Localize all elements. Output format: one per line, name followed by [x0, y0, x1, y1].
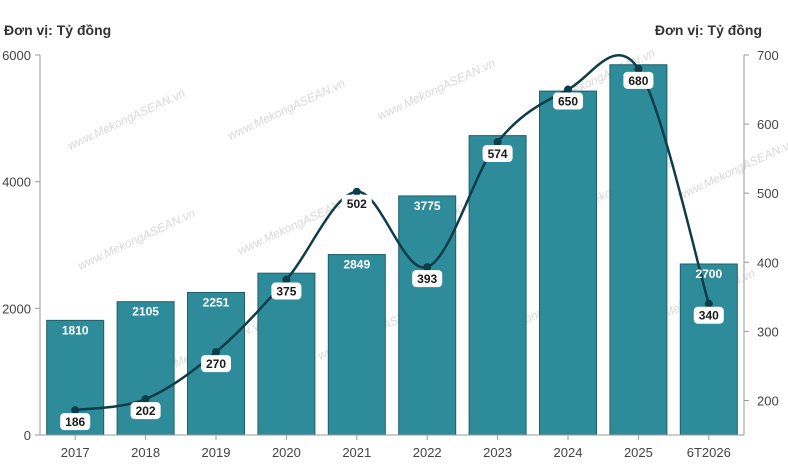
- y-tick-left-label: 2000: [2, 301, 31, 316]
- line-point: [564, 85, 572, 94]
- bar-value-label: 2251: [203, 295, 230, 309]
- line-value-label-bg: [623, 71, 654, 89]
- y-tick-left-label: 4000: [2, 175, 31, 190]
- bar-value-label: 2105: [132, 305, 159, 319]
- line-value-label-bg: [341, 194, 372, 212]
- y-tick-right-label: 600: [757, 117, 779, 132]
- watermark-text: www.MekongASEAN.vn: [225, 76, 347, 143]
- x-tick-label: 2022: [413, 445, 442, 460]
- y-tick-right-label: 200: [757, 393, 779, 408]
- line-point: [71, 406, 80, 415]
- line-value-label: 270: [206, 357, 226, 371]
- line-point: [704, 299, 713, 308]
- y-tick-left-label: 0: [24, 428, 31, 443]
- watermark-text: www.MekongASEAN.vn: [65, 86, 187, 153]
- line-point: [423, 263, 432, 272]
- bar: [468, 135, 527, 436]
- line-point: [634, 64, 643, 73]
- x-tick-label: 2018: [131, 445, 160, 460]
- x-tick-label: 2025: [624, 445, 653, 460]
- bar: [679, 263, 738, 436]
- line-value-label-bg: [693, 306, 724, 324]
- x-tick-label: 2019: [202, 445, 231, 460]
- bar-value-label: 3775: [414, 199, 441, 213]
- bar: [539, 90, 597, 436]
- bar-series: [46, 64, 738, 436]
- line-value-label-bg: [412, 270, 443, 288]
- bar-value-label: 2700: [695, 267, 722, 281]
- line-point: [352, 187, 361, 196]
- line-value-label-bg: [271, 282, 302, 300]
- watermark-text: www.MekongASEAN.vn: [375, 56, 497, 123]
- line-value-label: 375: [276, 285, 296, 299]
- y-tick-left-label: 6000: [2, 48, 31, 63]
- y-tick-right-label: 500: [757, 186, 779, 201]
- line-value-label-bg: [553, 92, 583, 110]
- line-value-label: 340: [699, 309, 719, 323]
- line-point: [282, 275, 291, 284]
- line-value-label: 502: [347, 197, 367, 211]
- x-tick-label: 2023: [483, 445, 512, 460]
- data-labels: 1810 2105 2251 2849 3775 2700 186 202 270 375 502 3…: [60, 71, 724, 431]
- line-value-label: 393: [417, 272, 437, 286]
- line-value-label: 186: [65, 415, 85, 429]
- x-tick-label: 2017: [61, 445, 90, 460]
- line-value-label-bg: [482, 145, 513, 163]
- bar-value-label: 1810: [62, 323, 89, 337]
- line-value-label: 650: [558, 95, 578, 109]
- y-tick-right-label: 300: [757, 324, 779, 339]
- y-tick-right-label: 700: [757, 48, 779, 63]
- left-axis-unit-label: Đơn vị: Tỷ đồng: [4, 22, 112, 38]
- watermark-text: www.MekongASEAN.vn: [75, 206, 197, 273]
- line-value-label: 202: [136, 404, 156, 418]
- line-value-label: 680: [628, 74, 648, 88]
- line-point: [141, 395, 150, 404]
- right-axis-unit-label: Đơn vị: Tỷ đồng: [654, 22, 762, 38]
- x-tick-label: 2021: [342, 445, 371, 460]
- line-point: [493, 138, 502, 147]
- line-value-label-bg: [130, 402, 161, 420]
- line-point: [212, 348, 220, 357]
- line-value-label-bg: [60, 413, 91, 431]
- bar: [398, 195, 457, 436]
- x-tick-label: 6T2026: [687, 445, 731, 460]
- y-tick-right-label: 400: [757, 255, 779, 270]
- bar: [327, 254, 386, 436]
- axes: 0 2000 4000 6000 200 300 400 500 600 700 2017 2018 2…: [2, 48, 779, 460]
- line-value-label-bg: [201, 355, 231, 373]
- line-value-label: 574: [488, 147, 508, 161]
- x-tick-label: 2020: [272, 445, 301, 460]
- bar-value-label: 2849: [343, 258, 370, 272]
- x-tick-label: 2024: [554, 445, 583, 460]
